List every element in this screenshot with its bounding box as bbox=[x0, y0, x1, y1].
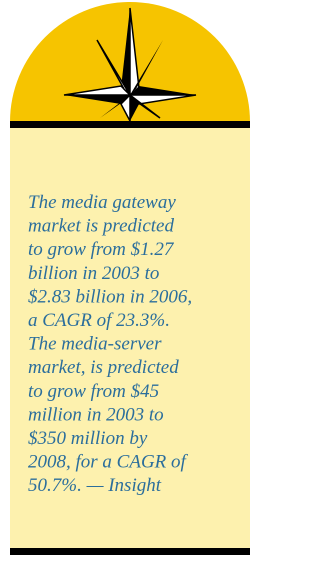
quote-line: $2.83 billion in 2006, bbox=[28, 286, 192, 307]
quote-line: a CAGR of 23.3%. bbox=[28, 310, 170, 331]
quote-line: to grow from $45 bbox=[28, 381, 159, 402]
quote-line: 2008, for a CAGR of bbox=[28, 452, 189, 473]
bottom-rule bbox=[10, 548, 250, 555]
top-rule bbox=[10, 121, 250, 128]
quote-line: market, is predicted bbox=[28, 357, 179, 378]
quote-line: market is predicted bbox=[28, 216, 174, 237]
quote-line: 50.7%. — Insight bbox=[28, 475, 162, 496]
quote-line: $350 million by bbox=[28, 428, 148, 449]
quote-line: million in 2003 to bbox=[28, 404, 164, 425]
quote-line: The media-server bbox=[28, 334, 162, 355]
quote-line: The media gateway bbox=[28, 192, 176, 213]
quote-line: billion in 2003 to bbox=[28, 263, 159, 284]
quote-line: to grow from $1.27 bbox=[28, 239, 175, 260]
